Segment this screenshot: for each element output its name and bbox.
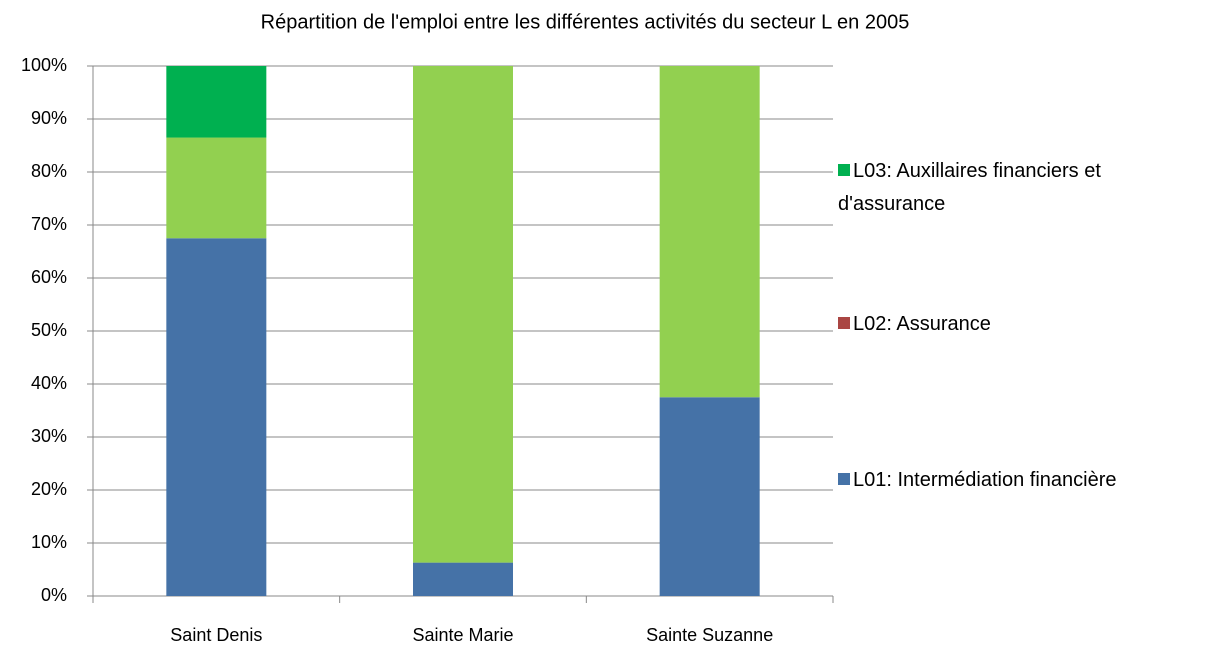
- x-tick-label: Saint Denis: [170, 625, 262, 645]
- y-tick-label: 30%: [31, 426, 67, 446]
- y-tick-label: 10%: [31, 532, 67, 552]
- bar-segment: [659, 66, 760, 398]
- x-tick-label: Sainte Marie: [412, 625, 513, 645]
- legend-label: L02: Assurance: [853, 313, 991, 335]
- y-tick-label: 50%: [31, 320, 67, 340]
- bar-segment: [659, 397, 760, 596]
- legend-item: L03: Auxillaires financiers et d'assuran…: [838, 155, 1188, 221]
- legend-item: L02: Assurance: [838, 308, 1188, 341]
- bar-segment: [166, 238, 267, 596]
- y-tick-label: 80%: [31, 161, 67, 181]
- legend-swatch: [838, 473, 850, 485]
- bar-segment: [166, 66, 267, 138]
- bar-segment: [413, 562, 513, 596]
- y-tick-label: 70%: [31, 214, 67, 234]
- x-tick-label: Sainte Suzanne: [646, 625, 773, 645]
- legend-swatch: [838, 164, 850, 176]
- y-tick-label: 20%: [31, 479, 67, 499]
- y-tick-label: 90%: [31, 108, 67, 128]
- y-tick-label: 40%: [31, 373, 67, 393]
- legend-swatch: [838, 317, 850, 329]
- y-tick-label: 60%: [31, 267, 67, 287]
- y-tick-label: 100%: [21, 55, 67, 75]
- bar-segment: [413, 66, 513, 563]
- legend-item: L01: Intermédiation financière: [838, 464, 1188, 497]
- y-tick-label: 0%: [41, 585, 67, 605]
- chart-title: Répartition de l'emploi entre les différ…: [261, 11, 910, 33]
- legend-label: L03: Auxillaires financiers et d'assuran…: [838, 160, 1101, 215]
- bar-segment: [166, 137, 267, 239]
- legend-label: L01: Intermédiation financière: [853, 469, 1117, 491]
